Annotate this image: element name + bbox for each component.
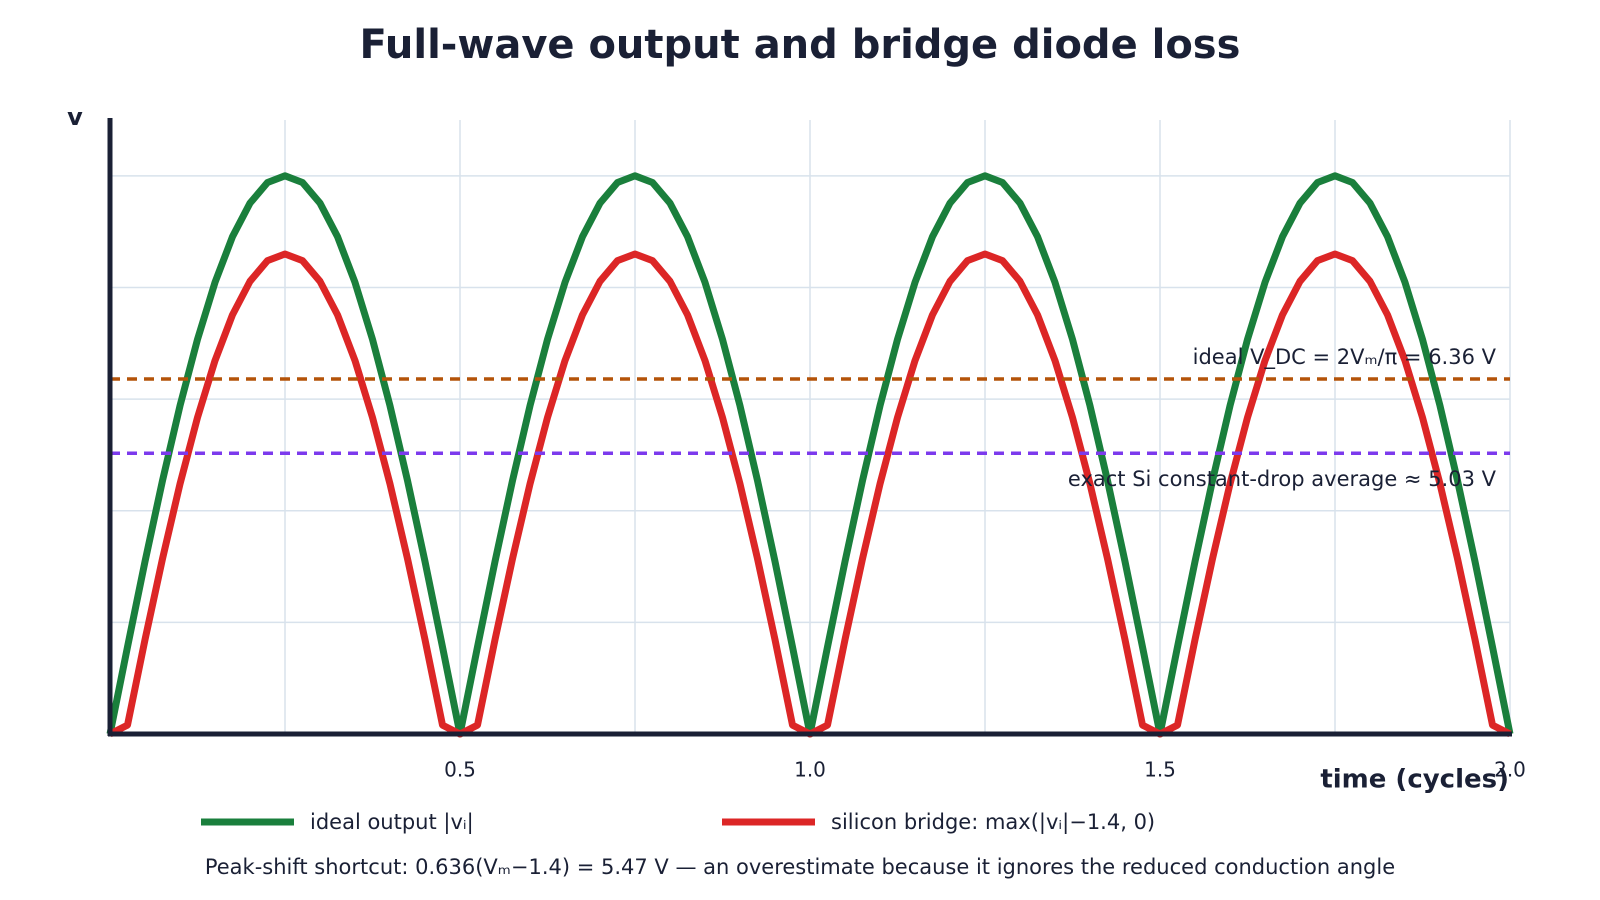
x-axis-label: time (cycles) [1320,765,1509,795]
legend-label: ideal output |vᵢ| [310,810,474,835]
y-axis-label: v [67,103,83,131]
reference-label: exact Si constant-drop average ≈ 5.03 V [1068,467,1497,491]
x-tick-label: 1.5 [1144,758,1176,782]
x-tick-label: 2.0 [1494,758,1526,782]
reference-label: ideal V_DC = 2Vₘ/π = 6.36 V [1193,345,1497,370]
legend-label: silicon bridge: max(|vᵢ|−1.4, 0) [831,810,1155,835]
footnote: Peak-shift shortcut: 0.636(Vₘ−1.4) = 5.4… [205,855,1395,879]
x-tick-label: 0.5 [444,758,476,782]
x-tick-label: 1.0 [794,758,826,782]
chart-title: Full-wave output and bridge diode loss [360,22,1241,68]
